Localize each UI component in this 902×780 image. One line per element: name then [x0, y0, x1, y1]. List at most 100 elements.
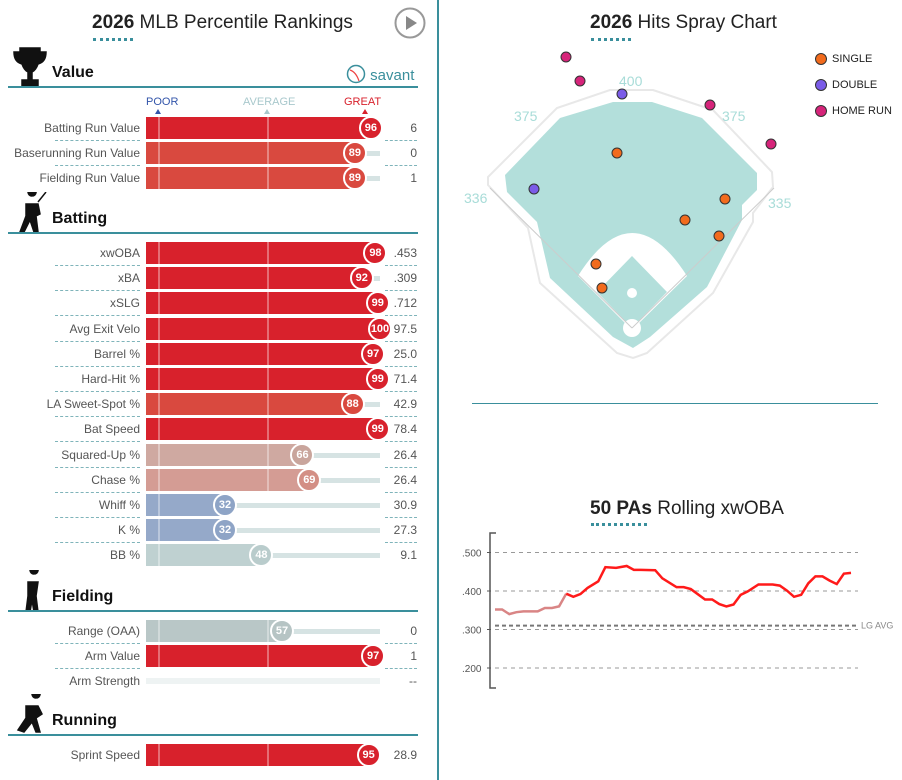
- metric-value: 1: [410, 649, 417, 664]
- home-run-dot-icon: [815, 105, 827, 118]
- row-separator: [385, 165, 417, 167]
- metric-value: 28.9: [393, 748, 417, 762]
- metric-bar: [146, 242, 376, 264]
- y-tick-label: .200: [462, 664, 482, 675]
- outfield-grass: [505, 102, 757, 348]
- section-title-value: Value: [52, 64, 94, 81]
- distance-rc: 375: [722, 108, 746, 124]
- percentile-title: 2026 MLB Percentile Rankings: [92, 12, 353, 33]
- percentile-bubble: 66: [290, 442, 315, 467]
- metric-label: K %: [117, 523, 140, 538]
- scale-average: AVERAGE: [243, 96, 296, 108]
- metric-label: Chase %: [91, 472, 140, 487]
- percentile-bubble: 95: [356, 743, 381, 767]
- xwoba-line-early: [495, 593, 568, 616]
- metric-bar: [146, 368, 378, 390]
- row-separator: [385, 441, 417, 443]
- metric-track: [281, 629, 380, 634]
- metric-label: xBA: [117, 271, 140, 286]
- percentile-bubble: 99: [365, 291, 390, 316]
- metric-value: .453: [393, 246, 417, 260]
- metric-value: 0: [410, 624, 417, 638]
- metric-bar: [146, 317, 380, 340]
- metric-track: [302, 452, 380, 458]
- xwoba-line: [565, 564, 852, 608]
- percentile-bubble: 97: [361, 341, 386, 366]
- row-separator: [385, 340, 417, 342]
- metric-bar: [146, 142, 355, 165]
- row-separator: [55, 290, 140, 292]
- metric-track: [224, 503, 380, 508]
- hit-home-run: [574, 75, 586, 87]
- metric-bar: [146, 744, 369, 766]
- distance-cf: 400: [619, 73, 643, 89]
- play-button[interactable]: [394, 7, 426, 39]
- row-separator: [385, 542, 417, 544]
- row-separator: [55, 340, 140, 342]
- row-separator: [385, 315, 417, 317]
- metric-bar: [146, 418, 378, 441]
- row-separator: [55, 365, 140, 367]
- row-separator: [385, 416, 417, 418]
- row-separator: [55, 491, 140, 493]
- metric-bar: [146, 267, 362, 290]
- row-separator: [385, 643, 417, 644]
- metric-value: 27.3: [393, 523, 417, 538]
- section-title-fielding: Fielding: [52, 588, 114, 605]
- metric-bar: [146, 292, 378, 315]
- row-separator: [55, 416, 140, 418]
- metric-label: xwOBA: [99, 246, 140, 260]
- row-separator: [385, 290, 417, 292]
- metric-value: 71.4: [393, 372, 417, 386]
- metric-value: --: [409, 674, 417, 689]
- percentile-bubble: 99: [365, 417, 390, 442]
- metric-label: Sprint Speed: [70, 748, 140, 762]
- metric-label: Whiff %: [98, 498, 140, 512]
- great-marker: [362, 109, 368, 114]
- metric-label: Batting Run Value: [44, 121, 140, 135]
- section-rule: [8, 86, 418, 88]
- y-tick-label: .300: [462, 626, 482, 637]
- hit-single: [719, 193, 731, 205]
- row-separator: [55, 265, 140, 266]
- legend-double: DOUBLE: [815, 79, 877, 92]
- metric-label: BB %: [109, 548, 140, 563]
- spray-title-underline: [591, 38, 631, 41]
- league-average-label: LG AVG: [861, 621, 893, 631]
- rolling-title: 50 PAs Rolling xwOBA: [590, 498, 784, 519]
- percentile-bubble: 89: [342, 141, 367, 166]
- percentile-bubble: 32: [212, 518, 237, 543]
- y-tick-label: .500: [462, 549, 482, 560]
- section-rule: [8, 610, 418, 612]
- scale-great: GREAT: [344, 96, 382, 108]
- metric-track: [354, 151, 380, 157]
- legend-home-run: HOME RUN: [815, 105, 892, 118]
- percentile-bubble: 96: [358, 116, 383, 140]
- row-separator: [55, 315, 140, 317]
- section-title-running: Running: [52, 712, 117, 729]
- row-separator: [385, 140, 417, 141]
- row-separator: [55, 391, 140, 392]
- percentile-bubble: 69: [297, 467, 322, 492]
- metric-value: 30.9: [393, 498, 417, 512]
- metric-label: Baserunning Run Value: [14, 146, 140, 161]
- hit-single: [590, 258, 602, 270]
- play-icon: [394, 7, 426, 39]
- hit-home-run: [765, 138, 777, 150]
- metric-bar: [146, 645, 374, 668]
- metric-label: Arm Strength: [69, 674, 140, 689]
- row-separator: [385, 365, 417, 367]
- y-axis: [489, 532, 496, 689]
- row-separator: [55, 165, 140, 167]
- poor-marker: [155, 109, 161, 114]
- metric-label: Range (OAA): [67, 624, 140, 638]
- metric-track: [354, 176, 380, 182]
- savant-logo: savant: [346, 64, 414, 84]
- row-separator: [385, 668, 417, 670]
- percentile-bubble: 57: [269, 619, 294, 643]
- metric-bar: [146, 167, 355, 190]
- metric-value: .309: [393, 271, 417, 286]
- metric-value: 25.0: [393, 346, 417, 361]
- section-title-batting: Batting: [52, 210, 108, 227]
- metric-label: Squared-Up %: [61, 447, 140, 462]
